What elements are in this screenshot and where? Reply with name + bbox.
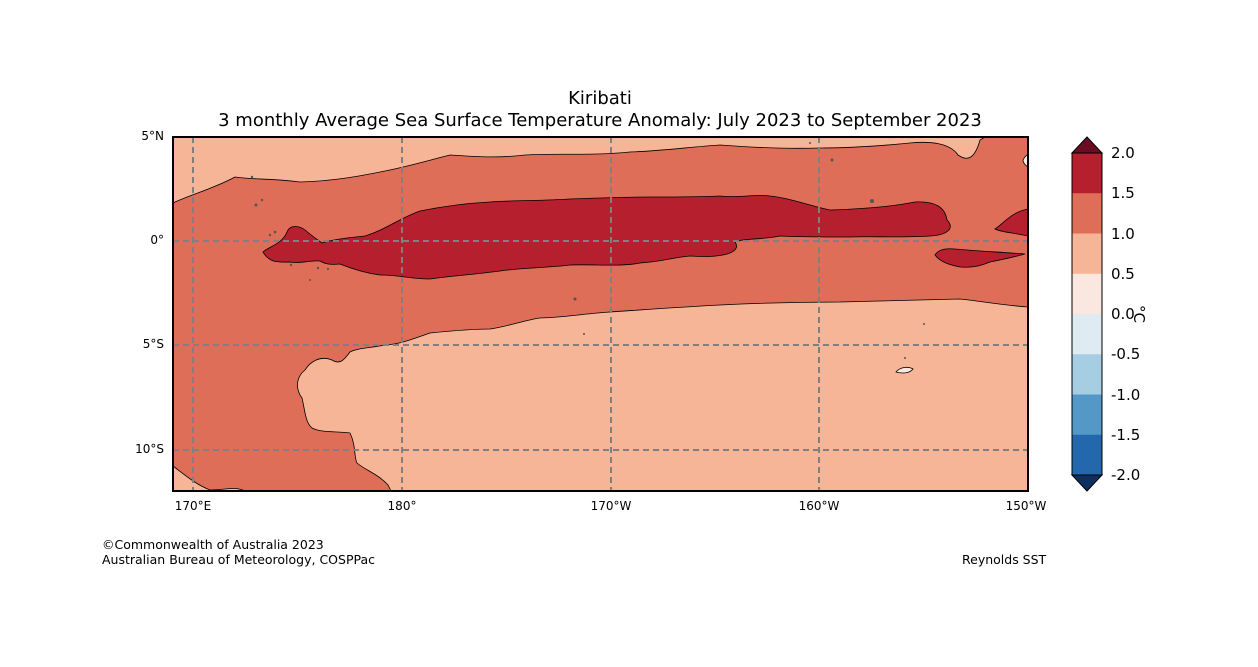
colorbar-over-triangle [1070,136,1104,154]
colorbar-tick-0.0: 0.0 [1111,305,1135,323]
colorbar-cell [1072,314,1102,355]
colorbar-frame [1071,152,1103,476]
lon-label-180: 180° [387,499,417,513]
colorbar-cell [1072,233,1102,275]
map-subtitle: 3 monthly Average Sea Surface Temperatur… [218,110,982,131]
colorbar-cell [1072,193,1102,234]
islands [250,142,925,359]
map-title: Kiribati [568,88,632,109]
lon-label-150w: 150°W [1005,499,1047,513]
map-frame [172,136,1029,492]
lon-label-160w: 160°W [798,499,840,513]
lon-label-170w: 170°W [590,499,632,513]
colorbar-tick-2.0: 2.0 [1111,144,1135,162]
colorbar-tick-0.5: 0.5 [1111,265,1135,283]
copyright-text: ©Commonwealth of Australia 2023 [102,537,324,552]
agency-text: Australian Bureau of Meteorology, COSPPa… [102,552,375,567]
colorbar-cell [1072,153,1102,194]
lat-label-5n: 5°N [141,129,164,143]
colorbar-tick-neg1.0: -1.0 [1111,386,1141,404]
colorbar-cell [1072,273,1102,315]
band-dark-red-east-south [934,248,1026,268]
lat-label-5s: 5°S [142,337,164,351]
colorbar-unit-label: °C [1130,305,1148,323]
graticule [173,137,1028,491]
colorbar-cell [1072,434,1102,476]
colorbar-cell [1072,354,1102,395]
data-source-text: Reynolds SST [962,552,1047,567]
colorbar-tick-1.0: 1.0 [1111,225,1135,243]
band-dark-red [262,195,951,280]
colorbar-under-triangle [1070,474,1104,492]
lat-label-0: 0° [150,233,164,247]
lat-label-10s: 10°S [135,442,164,456]
lon-label-170e: 170°E [174,499,212,513]
colorbar-tick-neg0.5: -0.5 [1111,345,1141,363]
colorbar-cell [1072,394,1102,436]
colorbar-tick-neg1.5: -1.5 [1111,426,1141,444]
colorbar-tick-1.5: 1.5 [1111,184,1135,202]
colorbar-tick-neg2.0: -2.0 [1111,466,1141,484]
band-near-zero-patch [895,366,914,374]
